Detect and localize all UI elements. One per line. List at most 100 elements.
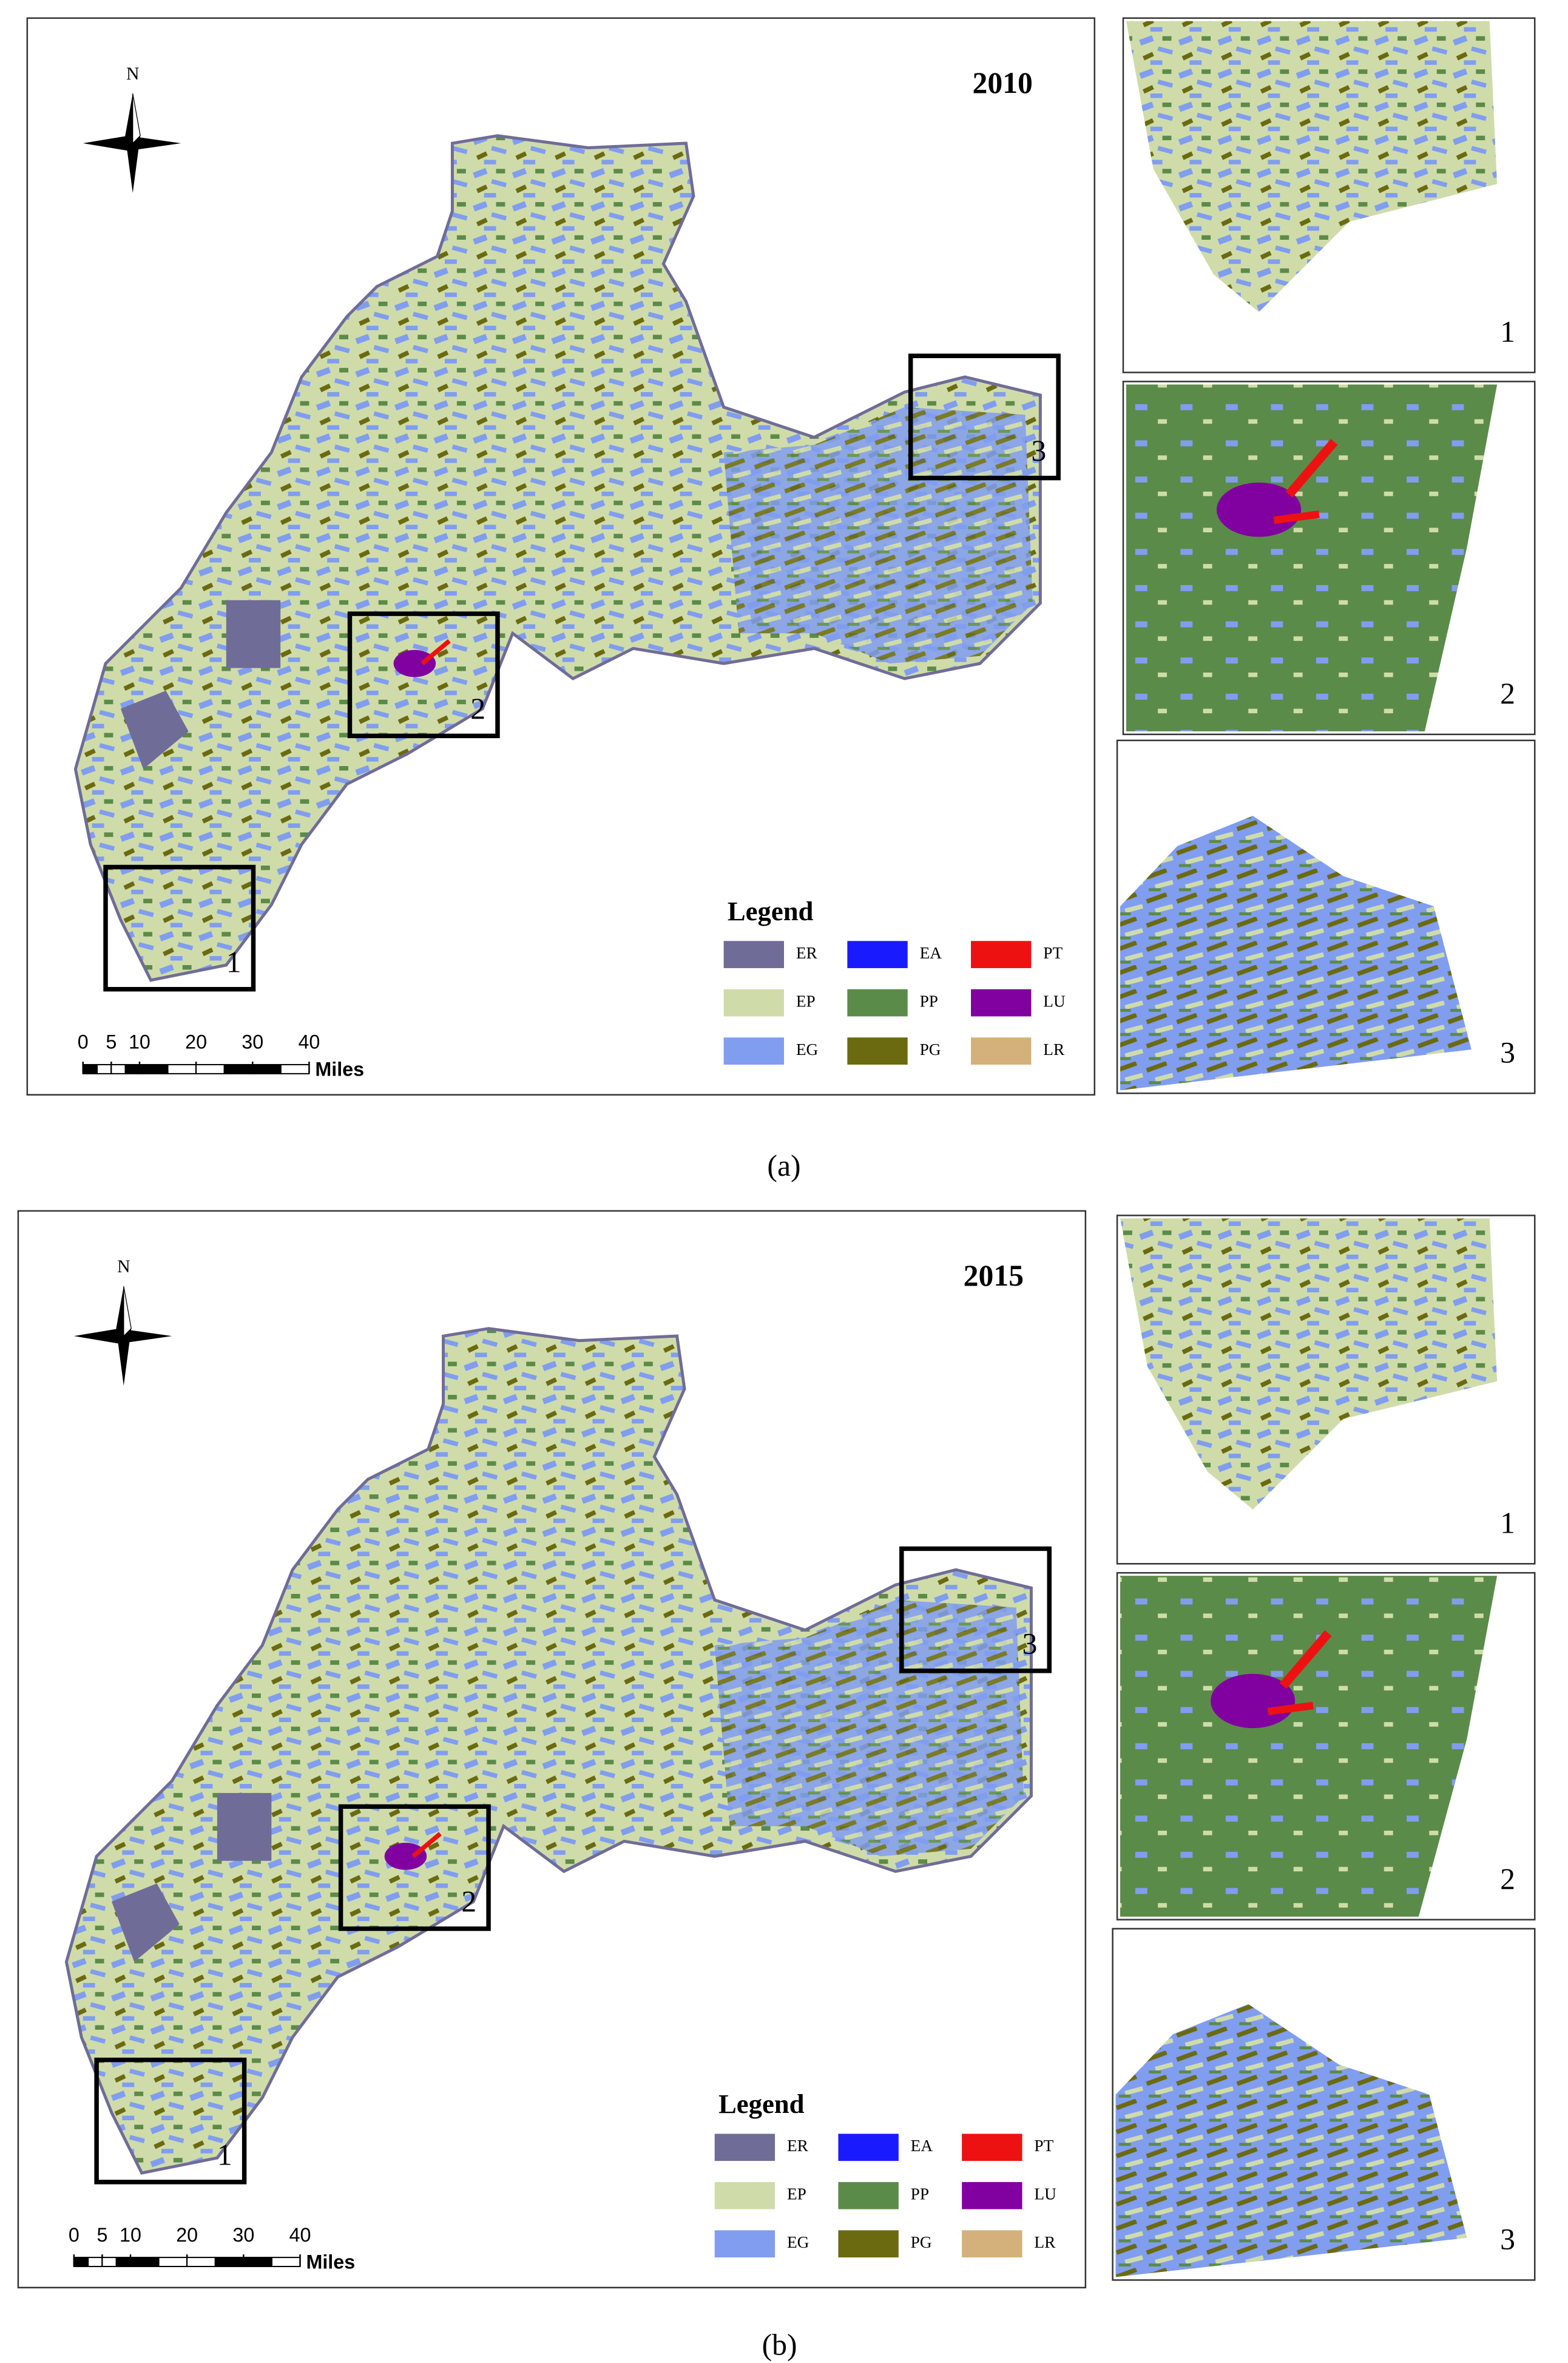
legend-label: PG bbox=[911, 2233, 932, 2251]
legend-label: PT bbox=[1043, 944, 1063, 962]
scale-label: 40 bbox=[298, 1031, 320, 1053]
scale-label: 40 bbox=[289, 2224, 311, 2246]
inset-box bbox=[94, 2057, 247, 2185]
caption: (a) bbox=[767, 1149, 800, 1182]
inset-box-label: 3 bbox=[1022, 1627, 1038, 1660]
scale-seg bbox=[186, 2257, 216, 2267]
inset-map bbox=[1120, 1576, 1498, 1917]
inset-box bbox=[338, 1804, 491, 1931]
inset-box-label: 2 bbox=[461, 1885, 476, 1918]
urban-patch bbox=[393, 649, 436, 677]
inset: 1 bbox=[1122, 17, 1536, 373]
scale-seg bbox=[214, 2257, 245, 2267]
scale-seg bbox=[243, 2257, 272, 2267]
urban-patch bbox=[1217, 482, 1302, 537]
scale-unit: Miles bbox=[306, 2251, 355, 2273]
inset-map bbox=[1120, 816, 1472, 1091]
legend-swatch bbox=[847, 989, 908, 1017]
urban-streak bbox=[1285, 439, 1338, 498]
scale-seg bbox=[110, 1063, 126, 1074]
inset-map bbox=[1115, 2004, 1467, 2277]
scale-seg bbox=[167, 1063, 197, 1074]
inset-label: 3 bbox=[1500, 2223, 1515, 2256]
legend-label: PP bbox=[911, 2185, 929, 2203]
scale-seg bbox=[87, 2257, 103, 2267]
inset-map bbox=[1126, 384, 1498, 731]
scale-seg bbox=[271, 2257, 301, 2267]
scale-seg bbox=[158, 2257, 188, 2267]
scale-label: 0 bbox=[78, 1031, 89, 1053]
scale-label: 30 bbox=[232, 2224, 254, 2246]
scale-seg bbox=[101, 2257, 117, 2267]
legend-swatch bbox=[838, 2134, 899, 2161]
legend-label: ER bbox=[787, 2137, 809, 2155]
inset-box-label: 1 bbox=[226, 945, 242, 978]
inset-label: 2 bbox=[1500, 1862, 1515, 1896]
inset: 1 bbox=[1116, 1215, 1536, 1565]
scale-seg bbox=[82, 1063, 98, 1074]
inset-label: 1 bbox=[1500, 1507, 1515, 1540]
scale-seg bbox=[223, 1063, 254, 1074]
north-arrow bbox=[123, 1286, 132, 1337]
scale-label: 30 bbox=[242, 1031, 263, 1053]
er-patch bbox=[120, 690, 189, 770]
scale-seg bbox=[124, 1063, 140, 1074]
scale-unit: Miles bbox=[315, 1058, 364, 1080]
legend-label: EA bbox=[911, 2137, 933, 2155]
inset: 2 bbox=[1116, 1571, 1536, 1921]
legend-swatch bbox=[971, 941, 1032, 968]
region-east bbox=[714, 1599, 1024, 1857]
legend-label: LU bbox=[1043, 992, 1066, 1010]
legend-label: LR bbox=[1034, 2233, 1056, 2251]
scale-seg bbox=[138, 1063, 169, 1074]
scale-seg bbox=[130, 2257, 160, 2267]
urban-streak bbox=[1279, 1630, 1332, 1689]
er-patch bbox=[226, 600, 281, 668]
legend-label: PG bbox=[920, 1040, 941, 1059]
scale-seg bbox=[96, 1063, 112, 1074]
legend-label: ER bbox=[796, 944, 818, 962]
inset-box bbox=[347, 611, 500, 739]
panel: 2010 N 1 2 3 Legend ER EA PT EP PP LU EG PG LR 0 5 10 20 30… bbox=[26, 17, 1096, 1096]
legend-label: EA bbox=[920, 944, 942, 962]
north-label: N bbox=[126, 64, 140, 84]
scale-label: 10 bbox=[120, 2224, 141, 2246]
legend-swatch bbox=[962, 2182, 1022, 2209]
north-arrow bbox=[73, 1328, 172, 1344]
inset-label: 3 bbox=[1500, 1036, 1515, 1069]
legend-title: Legend bbox=[728, 896, 814, 926]
north-arrow bbox=[132, 93, 141, 144]
scale-seg bbox=[73, 2257, 89, 2267]
scale-label: 0 bbox=[69, 2224, 79, 2246]
region-east bbox=[723, 407, 1033, 664]
urban-streak bbox=[1267, 1701, 1314, 1715]
scale-seg bbox=[280, 1063, 310, 1074]
urban-streak bbox=[421, 639, 451, 665]
legend-label: PT bbox=[1034, 2137, 1053, 2155]
year-label: 2015 bbox=[964, 1259, 1024, 1292]
scale-label: 20 bbox=[176, 2224, 198, 2246]
scale-label: 10 bbox=[129, 1031, 150, 1053]
scale-seg bbox=[115, 2257, 132, 2267]
legend-swatch bbox=[723, 941, 784, 968]
north-arrow bbox=[83, 135, 181, 151]
panel: 2015 N 1 2 3 Legend ER EA PT EP PP LU EG PG LR 0 5 10 20 30… bbox=[17, 1210, 1087, 2289]
legend-label: EG bbox=[787, 2233, 809, 2251]
legend-swatch bbox=[723, 1037, 784, 1065]
inset: 3 bbox=[1112, 1928, 1536, 2281]
legend-swatch bbox=[971, 989, 1032, 1017]
urban-streak bbox=[411, 1832, 442, 1859]
scale-seg bbox=[195, 1063, 225, 1074]
scale-label: 5 bbox=[106, 1031, 117, 1053]
legend-swatch bbox=[723, 989, 784, 1017]
inset-box-label: 1 bbox=[217, 2138, 232, 2172]
inset-box bbox=[908, 353, 1061, 481]
legend-swatch bbox=[971, 1037, 1032, 1065]
scale-seg bbox=[252, 1063, 282, 1074]
inset-label: 2 bbox=[1500, 677, 1515, 710]
inset: 2 bbox=[1122, 381, 1536, 736]
legend-swatch bbox=[714, 2134, 776, 2161]
er-patch bbox=[111, 1883, 180, 1962]
